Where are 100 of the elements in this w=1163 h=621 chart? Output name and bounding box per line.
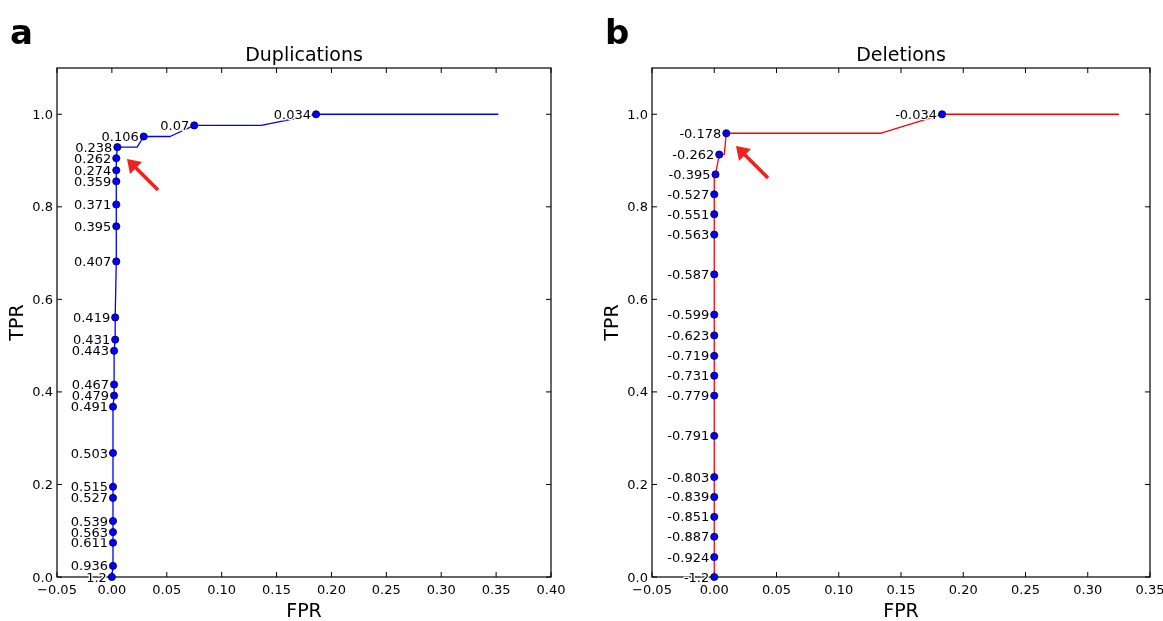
point	[710, 512, 719, 521]
x-tick-label: 0.35	[481, 582, 511, 597]
x-tick-label: 0.25	[371, 582, 401, 597]
point	[710, 431, 719, 440]
point	[710, 573, 719, 581]
text: b	[605, 12, 630, 52]
point	[112, 222, 121, 231]
x-tick-label: 0.20	[316, 582, 346, 597]
point	[710, 190, 719, 199]
point	[110, 391, 119, 400]
annotation: 0.527	[70, 490, 108, 506]
chart-title: Deletions	[856, 43, 946, 65]
point	[710, 391, 719, 400]
x-axis-title: FPR	[286, 599, 322, 621]
text: a	[10, 12, 33, 52]
point	[938, 110, 947, 119]
point	[110, 380, 119, 389]
point	[710, 210, 719, 219]
annotation: 0.371	[74, 197, 112, 213]
point	[111, 335, 120, 344]
annotation: -0.851	[667, 509, 710, 525]
annotation: 0.611	[70, 535, 108, 551]
point	[711, 170, 720, 179]
point	[710, 331, 719, 340]
point	[107, 573, 116, 581]
annotation: 0.491	[70, 399, 108, 415]
y-axis-title: TPR	[600, 304, 622, 342]
y-tick-label: 0.2	[32, 477, 53, 492]
point	[112, 200, 121, 209]
y-tick-label: 0.6	[627, 291, 648, 307]
annotation: -0.623	[667, 328, 710, 344]
annotation: -0.719	[667, 348, 710, 364]
point	[710, 351, 719, 360]
x-axis-title: FPR	[883, 599, 919, 621]
point	[312, 110, 321, 119]
point	[710, 473, 719, 482]
point	[715, 150, 724, 159]
point	[108, 561, 117, 570]
annotation: 0.419	[72, 309, 111, 325]
annotation: -0.791	[667, 428, 710, 444]
x-tick-label: 0.05	[152, 582, 182, 597]
point	[710, 270, 719, 279]
annotation: 0.034	[273, 106, 312, 122]
x-tick-label: −0.05	[37, 582, 77, 597]
annotation: -0.395	[668, 166, 711, 182]
point	[710, 230, 719, 239]
annotation: 0.503	[70, 445, 108, 461]
y-tick-label: 0.4	[627, 384, 648, 400]
point	[710, 532, 719, 541]
x-tick-label: −0.05	[632, 582, 672, 597]
point	[112, 177, 121, 186]
y-tick-label: 0.0	[627, 569, 648, 585]
x-tick-label: 0.00	[97, 582, 127, 597]
annotation: -0.034	[895, 106, 938, 122]
point	[112, 257, 121, 266]
x-tick-label: 0.15	[886, 582, 916, 597]
y-tick-label: 0.0	[32, 569, 53, 585]
annotation: 0.274	[74, 162, 112, 178]
y-tick-label: 0.2	[627, 477, 648, 492]
point	[722, 129, 731, 138]
point	[108, 528, 117, 537]
y-tick-label: 0.6	[32, 291, 53, 307]
point	[110, 346, 119, 355]
point	[108, 517, 117, 526]
annotation: 0.539	[70, 513, 108, 529]
annotation: 0.238	[75, 139, 113, 155]
x-tick-label: 0.35	[1135, 582, 1163, 597]
point	[108, 493, 117, 502]
x-tick-label: 0.25	[1011, 582, 1040, 597]
x-tick-label: 0.15	[262, 582, 292, 597]
annotation: -0.551	[667, 206, 710, 222]
x-tick-label: 0.30	[1073, 582, 1103, 597]
point	[710, 371, 719, 380]
point	[111, 313, 120, 322]
annotation: 0.07	[160, 117, 190, 133]
point	[108, 402, 117, 411]
y-axis-title: TPR	[5, 304, 27, 342]
point	[108, 538, 117, 547]
y-tick-label: 0.8	[32, 199, 53, 215]
annotation: 0.395	[74, 218, 112, 234]
annotation: 0.443	[71, 343, 110, 359]
annotation: -0.587	[667, 266, 710, 282]
annotation: -0.563	[667, 227, 710, 243]
annotation: -0.803	[667, 469, 710, 485]
annotation: -0.178	[679, 125, 722, 141]
annotation: 0.936	[70, 558, 108, 574]
y-tick-label: 1.0	[627, 106, 648, 122]
point	[139, 132, 148, 141]
x-tick-label: 0.20	[948, 582, 978, 597]
annotation: -0.779	[667, 388, 710, 404]
annotation: -0.262	[672, 147, 715, 163]
x-tick-label: 0.40	[536, 582, 566, 597]
x-tick-label: 0.10	[207, 582, 237, 597]
point	[710, 553, 719, 562]
annotation: -0.924	[667, 549, 710, 565]
y-tick-label: 1.0	[32, 106, 53, 122]
point	[112, 166, 121, 175]
y-tick-label: 0.8	[627, 199, 648, 215]
y-tick-label: 0.4	[32, 384, 53, 400]
point	[710, 492, 719, 501]
